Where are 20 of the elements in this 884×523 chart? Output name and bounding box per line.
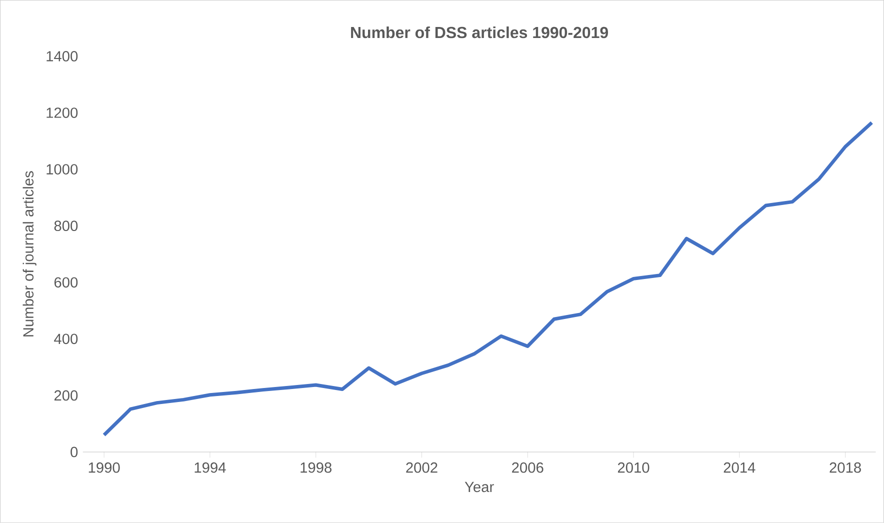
y-tick-label: 1200	[46, 108, 78, 118]
y-tick-label: 800	[54, 220, 78, 232]
x-tick-label: 2014	[724, 462, 756, 473]
x-tick-label: 2010	[618, 462, 650, 473]
y-tick-label: 1400	[46, 51, 78, 62]
x-tick-label: 2002	[406, 462, 438, 473]
y-tick-label: 0	[70, 446, 78, 458]
y-tick-label: 200	[54, 390, 78, 401]
line-series	[102, 120, 874, 437]
x-tick-label: 1990	[88, 462, 120, 473]
x-tick-label: 1994	[194, 462, 226, 473]
chart-title: Number of DSS articles 1990-2019	[351, 26, 608, 38]
x-axis-title: Year	[464, 482, 494, 492]
x-tick-label: 1998	[300, 462, 332, 473]
y-tick-label: 400	[54, 334, 78, 344]
y-axis-title: Number of journal articles	[22, 171, 36, 336]
y-tick-label: 600	[54, 277, 78, 288]
y-tick-label: 1000	[46, 164, 78, 175]
x-tick-label: 2018	[830, 462, 861, 473]
x-tick-label: 2006	[512, 462, 544, 473]
